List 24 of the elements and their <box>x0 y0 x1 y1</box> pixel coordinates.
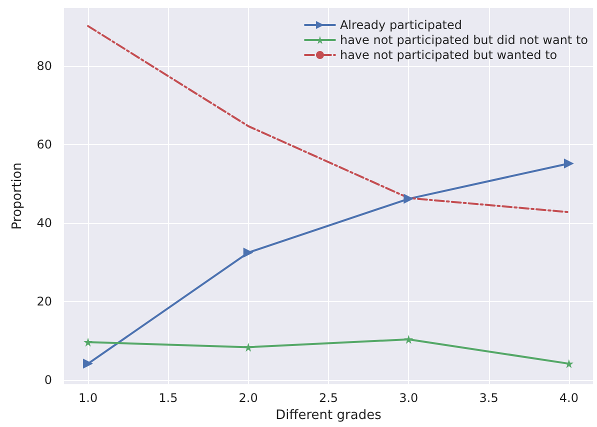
x-tick-label: 3.0 <box>399 391 418 406</box>
x-tick-label: 2.5 <box>318 391 338 406</box>
point <box>404 334 414 344</box>
x-axis-title: Different grades <box>276 408 382 423</box>
point <box>564 158 574 168</box>
x-tick-label: 1.5 <box>158 391 178 406</box>
point <box>244 342 253 352</box>
legend-label: have not participated but wanted to <box>340 48 558 62</box>
y-tick-label: 40 <box>36 216 52 230</box>
y-tick-label: 20 <box>36 294 52 309</box>
x-tick-label: 4.0 <box>559 391 578 406</box>
y-tick-label: 80 <box>36 59 52 74</box>
point <box>243 248 254 258</box>
point <box>404 194 414 204</box>
legend-label: have not participated but did not want to <box>340 33 588 47</box>
y-tick-label: 60 <box>36 138 52 152</box>
y-axis-title: Proportion <box>10 162 25 230</box>
point <box>83 358 94 369</box>
x-tick-label: 3.5 <box>479 391 498 406</box>
x-tick-label: 1.0 <box>78 391 98 406</box>
legend-label: Already participated <box>340 18 462 32</box>
y-tick-label: 0 <box>44 373 52 388</box>
point <box>84 338 93 347</box>
x-tick-label: 2.0 <box>238 391 258 406</box>
